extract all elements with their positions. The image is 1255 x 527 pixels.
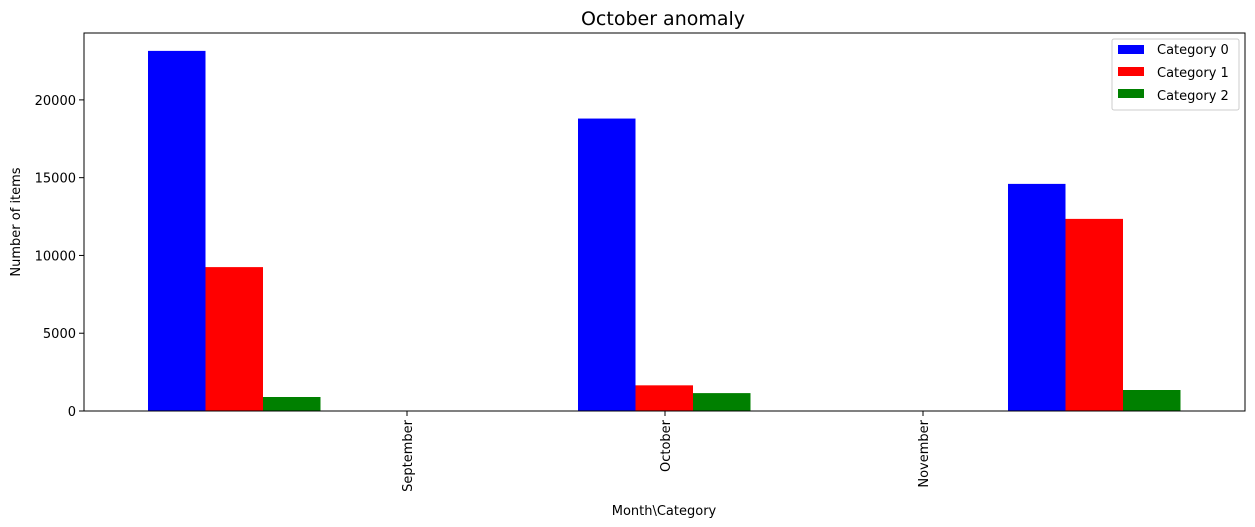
bar-october-category-1 (635, 385, 693, 411)
y-tick-label: 5000 (43, 327, 76, 342)
y-tick-label: 15000 (35, 172, 76, 187)
legend-label-category-1: Category 1 (1157, 66, 1229, 81)
y-tick-label: 0 (68, 405, 76, 420)
bar-november-category-0 (1008, 183, 1066, 411)
x-axis-ticks: September October November (401, 411, 932, 492)
bar-november-category-1 (1065, 218, 1123, 411)
y-axis-label: Number of items (9, 167, 24, 276)
y-axis-ticks: 0 5000 10000 15000 20000 (35, 94, 84, 420)
legend: Category 0 Category 1 Category 2 (1111, 38, 1240, 111)
legend-swatch-category-2 (1118, 89, 1144, 98)
x-tick-label-september: September (401, 419, 416, 492)
bar-october-category-2 (693, 393, 751, 411)
bar-november-category-2 (1123, 390, 1181, 411)
x-axis-label: Month\Category (612, 504, 717, 519)
bar-september-category-0 (148, 50, 206, 412)
bar-september-category-1 (205, 267, 263, 411)
bars-group (148, 50, 1181, 412)
bar-september-category-2 (263, 397, 321, 411)
y-tick-label: 20000 (35, 94, 76, 109)
legend-label-category-0: Category 0 (1157, 43, 1229, 58)
legend-swatch-category-1 (1118, 67, 1144, 76)
legend-swatch-category-0 (1118, 45, 1144, 54)
legend-label-category-2: Category 2 (1157, 89, 1229, 104)
x-tick-label-october: October (659, 419, 674, 472)
x-tick-label-november: November (917, 419, 932, 487)
y-tick-label: 10000 (35, 249, 76, 264)
chart-title: October anomaly (581, 8, 745, 30)
bar-october-category-0 (578, 118, 636, 412)
